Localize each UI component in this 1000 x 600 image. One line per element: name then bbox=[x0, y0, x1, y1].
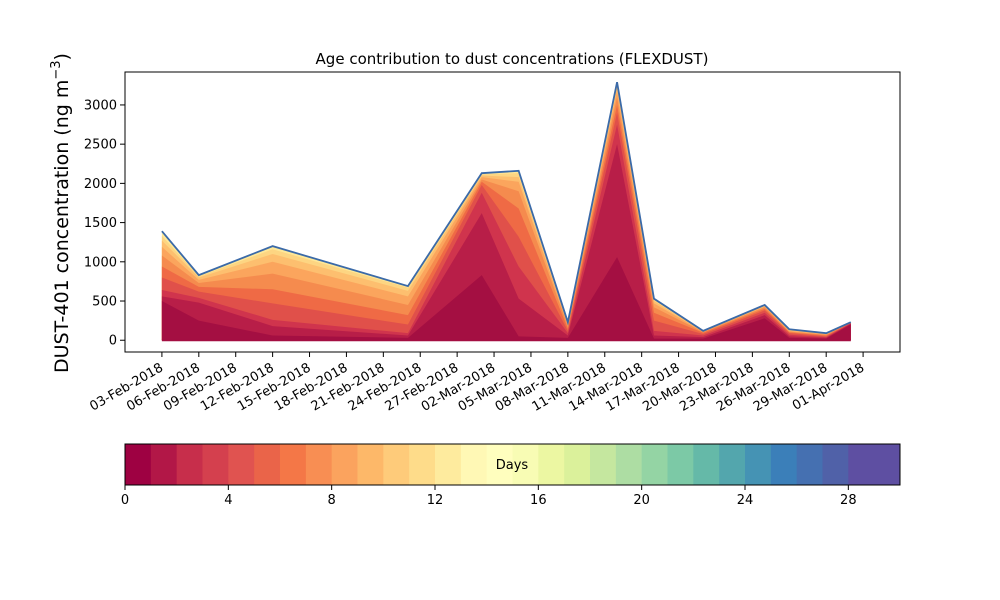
colorbar-segment bbox=[150, 444, 178, 485]
total-outline bbox=[161, 82, 852, 335]
colorbar-tick-label: 12 bbox=[427, 493, 444, 508]
colorbar-segment bbox=[796, 444, 823, 485]
colorbar-tick-label: 8 bbox=[328, 493, 336, 508]
colorbar-tick-label: 28 bbox=[840, 493, 857, 508]
colorbar-segment bbox=[435, 444, 462, 485]
colorbar-segment bbox=[848, 444, 875, 485]
age-bands bbox=[161, 82, 851, 342]
colorbar-segment bbox=[615, 444, 643, 485]
colorbar-label: Days bbox=[496, 458, 529, 473]
colorbar-segment bbox=[357, 444, 384, 485]
age-band-3 bbox=[161, 112, 851, 341]
colorbar bbox=[125, 444, 901, 485]
svg-text:DUST-401 concentration (ng m−3: DUST-401 concentration (ng m−3) bbox=[49, 53, 73, 373]
colorbar-segment bbox=[409, 444, 436, 485]
colorbar-segment bbox=[822, 444, 849, 485]
colorbar-segment bbox=[641, 444, 668, 485]
y-tick-label: 2500 bbox=[84, 138, 117, 153]
y-tick-label: 0 bbox=[109, 334, 117, 349]
colorbar-segment bbox=[719, 444, 746, 485]
colorbar-segment bbox=[486, 444, 513, 485]
colorbar-segment bbox=[125, 444, 152, 485]
colorbar-segment bbox=[460, 444, 488, 485]
y-axis-label: DUST-401 concentration (ng m−3) bbox=[49, 53, 73, 373]
colorbar-segment bbox=[305, 444, 333, 485]
y-tick-label: 3000 bbox=[84, 98, 117, 113]
plot-frame bbox=[124, 71, 901, 353]
colorbar-segment bbox=[254, 444, 281, 485]
colorbar-segment bbox=[383, 444, 410, 485]
colorbar-segment bbox=[667, 444, 694, 485]
y-tick-label: 500 bbox=[92, 295, 117, 310]
colorbar-segment bbox=[512, 444, 539, 485]
total-line bbox=[161, 82, 852, 335]
colorbar-segment bbox=[590, 444, 617, 485]
colorbar-segment bbox=[176, 444, 203, 485]
colorbar-tick-label: 24 bbox=[737, 493, 754, 508]
colorbar-tick-label: 4 bbox=[224, 493, 232, 508]
y-axis: 0 500 1000 1500 2000 2500 3000 bbox=[84, 98, 125, 349]
colorbar-segment bbox=[538, 444, 565, 485]
colorbar-tick-label: 20 bbox=[633, 493, 650, 508]
colorbar-segment bbox=[874, 444, 901, 485]
colorbar-segment bbox=[693, 444, 720, 485]
colorbar-segment bbox=[202, 444, 229, 485]
y-tick-label: 1000 bbox=[84, 255, 117, 270]
colorbar-tick-label: 0 bbox=[121, 493, 129, 508]
y-tick-label: 1500 bbox=[84, 216, 117, 231]
colorbar-tick-label: 16 bbox=[530, 493, 547, 508]
age-band-0 bbox=[161, 257, 851, 341]
colorbar-segment bbox=[770, 444, 798, 485]
colorbar-frame bbox=[124, 443, 901, 486]
colorbar-axis: 0 4 8 12 16 20 24 28 bbox=[121, 485, 857, 508]
chart-title: Age contribution to dust concentrations … bbox=[316, 50, 709, 68]
age-band-1 bbox=[161, 144, 851, 341]
y-tick-label: 2000 bbox=[84, 177, 117, 192]
colorbar-segment bbox=[280, 444, 307, 485]
colorbar-segment bbox=[331, 444, 358, 485]
colorbar-segment bbox=[745, 444, 772, 485]
colorbar-segment bbox=[564, 444, 591, 485]
colorbar-segment bbox=[228, 444, 255, 485]
